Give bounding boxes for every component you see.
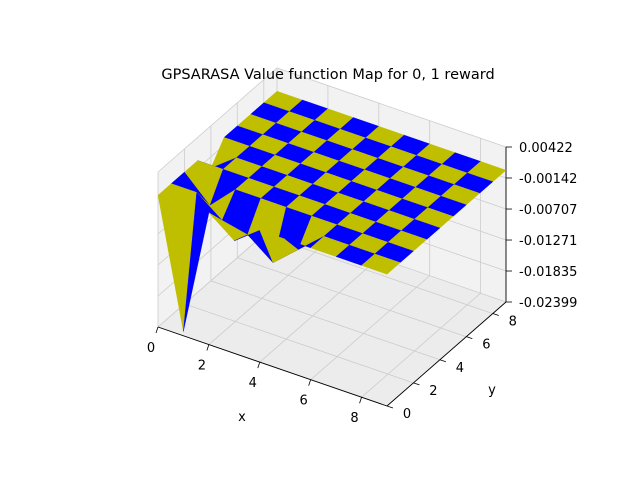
x-tick-mark xyxy=(359,397,362,404)
z-tick-label: -0.02399 xyxy=(519,296,577,311)
z-grid-line xyxy=(157,67,507,173)
floor-pane xyxy=(158,223,506,406)
x-tick-mark xyxy=(308,379,312,386)
y-tick-mark xyxy=(492,313,499,316)
x-tick-label: 6 xyxy=(300,394,308,409)
y-axis-line xyxy=(386,301,507,407)
y-axis-label: y xyxy=(488,383,496,398)
x-tick-mark xyxy=(206,344,210,351)
y-tick-label: 8 xyxy=(509,315,517,330)
z-tick-label: -0.00707 xyxy=(519,203,577,218)
y-tick-label: 4 xyxy=(456,361,464,376)
y-tick-mark xyxy=(439,359,447,363)
axis-lines xyxy=(157,147,507,407)
x-tick-label: 0 xyxy=(147,341,155,356)
y-tick-mark xyxy=(466,336,473,340)
tick-labels: 0 2 4 6 8 0 2 4 6 8 0.00422 -0.00142 -0.00707 -0.0127… xyxy=(147,141,578,426)
x-tick-label: 8 xyxy=(350,411,358,426)
y-tick-label: 2 xyxy=(429,384,437,399)
x-axis-label: x xyxy=(238,410,246,425)
y-tick-label: 0 xyxy=(403,407,411,422)
z-tick-label: -0.01835 xyxy=(519,265,577,280)
x-tick-label: 2 xyxy=(198,359,206,374)
x-tick-mark xyxy=(257,361,261,369)
y-tick-label: 6 xyxy=(482,338,490,353)
surface-mesh xyxy=(157,90,507,332)
z-tick-label: -0.01271 xyxy=(519,234,577,249)
x-tick-mark xyxy=(155,326,159,334)
chart-title: GPSARASA Value function Map for 0, 1 rew… xyxy=(161,67,494,83)
x-axis-line xyxy=(157,326,388,407)
y-tick-mark xyxy=(386,405,394,409)
surface-face xyxy=(361,253,401,275)
x-tick-label: 4 xyxy=(249,376,257,391)
y-tick-mark xyxy=(413,382,420,386)
z-tick-label: 0.00422 xyxy=(519,141,573,156)
z-tick-label: -0.00142 xyxy=(519,172,577,187)
